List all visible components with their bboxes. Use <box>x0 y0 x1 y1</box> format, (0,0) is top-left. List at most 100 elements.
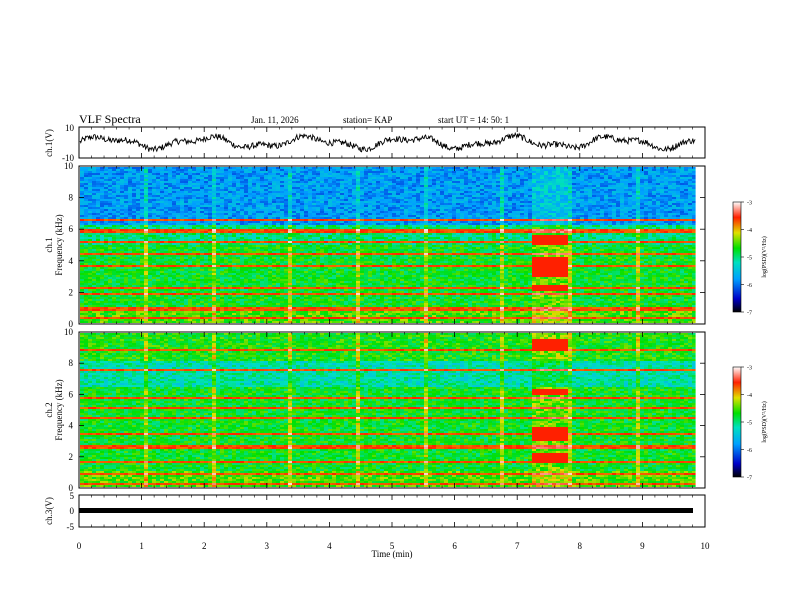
spectrogram-cell <box>188 177 192 179</box>
spectrogram-cell <box>136 191 140 193</box>
spectrogram-cell <box>600 207 604 209</box>
spectrogram-cell <box>124 205 128 207</box>
spectrogram-cell <box>444 199 448 201</box>
spectrogram-cell <box>284 203 288 205</box>
spectrogram-cell <box>364 221 368 223</box>
spectrogram-cell <box>168 179 172 181</box>
spectrogram-cell <box>692 193 696 195</box>
spectrogram-cell <box>684 173 688 175</box>
spectrogram-cell <box>580 219 584 221</box>
spectrogram-cell <box>264 211 268 213</box>
spectrogram-cell <box>680 201 684 203</box>
spectrogram-cell <box>376 227 380 229</box>
spectrogram-cell <box>172 167 176 169</box>
spectrogram-cell <box>552 225 556 227</box>
spectrogram-cell <box>220 177 224 179</box>
spectrogram-cell <box>596 189 600 191</box>
spectrogram-cell <box>368 223 372 225</box>
spectrogram-cell <box>216 171 220 173</box>
spectrogram-cell <box>476 199 480 201</box>
spectrogram-cell <box>628 207 632 209</box>
spectrogram-cell <box>168 167 172 169</box>
spectrogram-cell <box>352 195 356 197</box>
spectrogram-cell <box>240 219 244 221</box>
spectrogram-cell <box>656 187 660 189</box>
spectrogram-cell <box>680 175 684 177</box>
spectrogram-cell <box>496 169 500 171</box>
spectrogram-cell <box>620 221 624 223</box>
spectrogram-cell <box>304 197 308 199</box>
spectrogram-cell <box>588 199 592 201</box>
spectrogram-cell <box>548 177 552 179</box>
spectrogram-cell <box>128 195 132 197</box>
spectrogram-cell <box>276 211 280 213</box>
spectrogram-cell <box>248 199 252 201</box>
spectrogram-cell <box>312 227 316 229</box>
spectrogram-cell <box>644 197 648 199</box>
spectrogram-cell <box>348 187 352 189</box>
spectrogram-cell <box>444 219 448 221</box>
spectrogram-cell <box>80 219 84 221</box>
spectrogram-cell <box>252 225 256 227</box>
spectrogram-cell <box>492 193 496 195</box>
spectrogram-cell <box>260 223 264 225</box>
spectrogram-cell <box>640 191 644 193</box>
spectrogram-cell <box>100 191 104 193</box>
spectrogram-cell <box>676 213 680 215</box>
spectrogram-cell <box>692 227 696 229</box>
spectrogram-cell <box>108 169 112 171</box>
spectrogram-cell <box>692 221 696 223</box>
spectrogram-cell <box>340 199 344 201</box>
spectrogram-cell <box>368 213 372 215</box>
spectrogram-cell <box>680 227 684 229</box>
spectrogram-cell <box>584 173 588 175</box>
spectrogram-cell <box>488 197 492 199</box>
spectrogram-cell <box>644 173 648 175</box>
spectrogram-cell <box>204 185 208 187</box>
spectrogram-cell <box>520 215 524 217</box>
spectrogram-cell <box>356 177 360 179</box>
spectrogram-cell <box>196 201 200 203</box>
spectrogram-cell <box>580 227 584 229</box>
spectrogram-cell <box>240 213 244 215</box>
spectrogram-cell <box>156 229 160 231</box>
spectrogram-cell <box>148 197 152 199</box>
spectrogram-cell <box>264 227 268 229</box>
spectrogram-cell <box>548 227 552 229</box>
spectrogram-cell <box>480 173 484 175</box>
spectrogram-cell <box>412 219 416 221</box>
spectrogram-cell <box>484 203 488 205</box>
spectrogram-cell <box>440 171 444 173</box>
spectrogram-cell <box>156 187 160 189</box>
spectrogram-cell <box>480 205 484 207</box>
spectrogram-cell <box>560 227 564 229</box>
spectrogram-cell <box>400 203 404 205</box>
spectrogram-cell <box>564 221 568 223</box>
figure-date: Jan. 11, 2026 <box>251 115 299 125</box>
spectrogram-cell <box>436 217 440 219</box>
spectrogram-cell <box>408 205 412 207</box>
spectrogram-cell <box>588 185 592 187</box>
spectrogram-cell <box>292 177 296 179</box>
spectrogram-cell <box>604 183 608 185</box>
spectrogram-cell <box>120 211 124 213</box>
spectrogram-cell <box>432 211 436 213</box>
spectrogram-cell <box>576 209 580 211</box>
spectrogram-cell <box>388 203 392 205</box>
spectrogram-cell <box>588 191 592 193</box>
spectrogram-cell <box>428 217 432 219</box>
spectrogram-cell <box>496 193 500 195</box>
spectrogram-cell <box>132 187 136 189</box>
spectrogram-cell <box>268 175 272 177</box>
spectrogram-cell <box>260 225 264 227</box>
spectrogram-cell <box>132 175 136 177</box>
spectrogram-cell <box>248 221 252 223</box>
spectrogram-cell <box>412 221 416 223</box>
spectrogram-cell <box>560 221 564 223</box>
spectrogram-cell <box>200 175 204 177</box>
spectrogram-cell <box>412 185 416 187</box>
spectrogram-cell <box>608 189 612 191</box>
spectrogram-cell <box>140 225 144 227</box>
spectrogram-cell <box>444 167 448 169</box>
spectrogram-cell <box>220 209 224 211</box>
